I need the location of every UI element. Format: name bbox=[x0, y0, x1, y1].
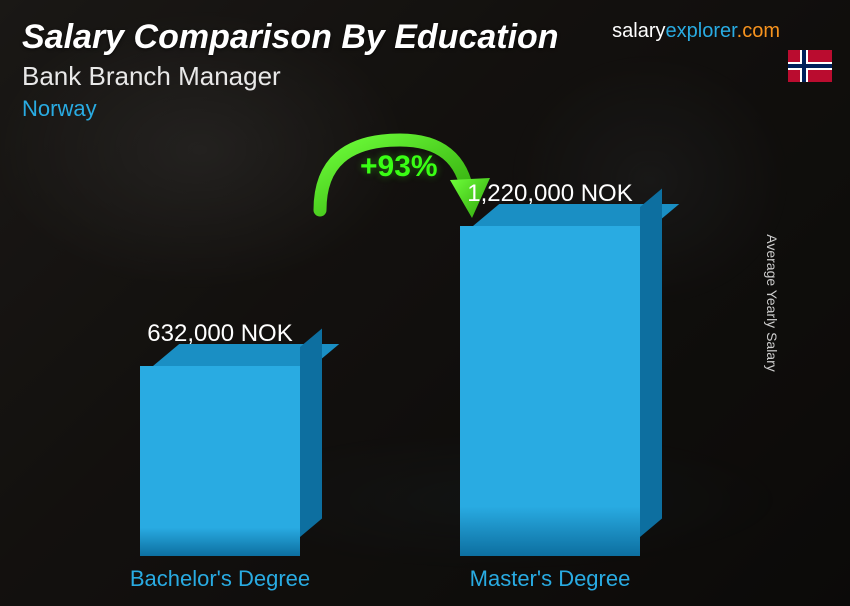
brand-logo: salaryexplorer.com bbox=[612, 20, 780, 43]
header-block: Salary Comparison By Education Bank Bran… bbox=[22, 18, 559, 122]
percent-increase-badge: +93% bbox=[360, 150, 438, 184]
bar-1: 1,220,000 NOK bbox=[460, 226, 640, 556]
bar-category-label: Master's Degree bbox=[440, 566, 660, 592]
brand-part3: .com bbox=[737, 20, 780, 42]
bar-front-face bbox=[140, 366, 300, 556]
country-label: Norway bbox=[22, 96, 559, 122]
bar-value-label: 1,220,000 NOK bbox=[460, 180, 640, 208]
bar-category-label: Bachelor's Degree bbox=[120, 566, 320, 592]
bar-value-label: 632,000 NOK bbox=[140, 320, 300, 348]
bar-front-face bbox=[460, 226, 640, 556]
bar-0: 632,000 NOK bbox=[140, 366, 300, 556]
bar-side-face bbox=[300, 329, 322, 537]
infographic-container: Salary Comparison By Education Bank Bran… bbox=[0, 0, 850, 606]
bar-side-face bbox=[640, 189, 662, 537]
brand-part1: salary bbox=[612, 20, 665, 42]
brand-part2: explorer bbox=[666, 20, 737, 42]
norway-flag-icon bbox=[788, 50, 832, 82]
subtitle: Bank Branch Manager bbox=[22, 61, 559, 92]
page-title: Salary Comparison By Education bbox=[22, 18, 559, 57]
bar-chart: 632,000 NOK 1,220,000 NOK bbox=[0, 180, 810, 556]
